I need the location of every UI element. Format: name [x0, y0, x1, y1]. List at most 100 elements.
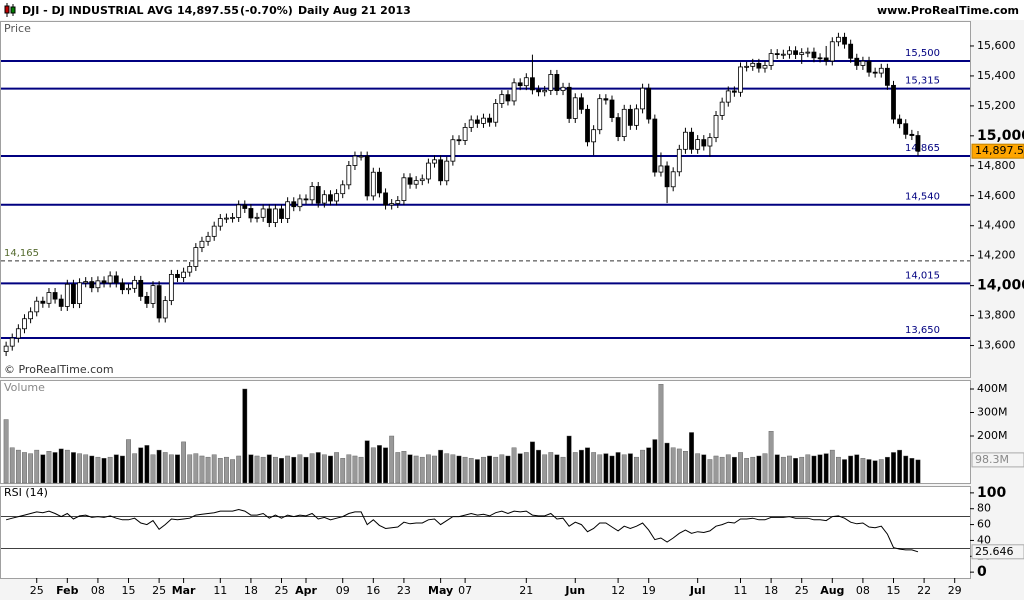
- volume-bar: [364, 440, 370, 484]
- candle-body: [780, 53, 786, 56]
- y-tick-label: 400M: [977, 382, 1008, 395]
- volume-bar: [113, 454, 119, 484]
- volume-bar: [542, 454, 548, 484]
- x-tick-label: 16: [366, 584, 380, 597]
- volume-bar: [481, 456, 486, 484]
- volume-bar: [664, 442, 670, 484]
- candle-body: [89, 281, 95, 289]
- candle-body: [738, 66, 743, 93]
- volume-bar: [425, 454, 431, 484]
- candle-body: [126, 287, 131, 291]
- volume-bar: [22, 452, 27, 484]
- volume-bar: [505, 455, 511, 484]
- volume-bar: [836, 456, 841, 484]
- volume-bar: [811, 455, 817, 484]
- candle-body: [707, 137, 713, 147]
- candle-body: [511, 82, 517, 102]
- candle-body: [432, 159, 437, 164]
- candle-body: [64, 283, 70, 307]
- candle-body: [52, 292, 58, 300]
- volume-bar: [64, 449, 70, 484]
- candle-body: [377, 171, 382, 194]
- candle-body: [199, 240, 205, 248]
- candle-body: [627, 108, 633, 126]
- volume-bar: [560, 456, 566, 484]
- volume-bar: [71, 452, 76, 484]
- x-tick-label: 15: [887, 584, 901, 597]
- volume-bar: [603, 453, 609, 484]
- volume-bar: [138, 447, 144, 484]
- candle-body: [652, 118, 658, 173]
- x-tick-label: 25: [275, 584, 289, 597]
- volume-bar: [615, 452, 621, 484]
- volume-bar: [260, 456, 266, 484]
- volume-bar: [866, 459, 872, 484]
- y-tick-label: 15,000: [977, 128, 1024, 144]
- volume-bar: [848, 455, 854, 484]
- candle-body: [168, 273, 174, 302]
- volume-bar: [854, 454, 860, 484]
- x-tick-label: Feb: [56, 584, 79, 597]
- candle-body: [695, 139, 701, 150]
- volume-bar: [872, 460, 878, 484]
- candle-body: [713, 115, 719, 139]
- candle-body: [481, 117, 486, 124]
- candle-body: [34, 300, 40, 313]
- volume-bar: [597, 454, 603, 484]
- volume-bar: [701, 454, 707, 484]
- candle-body: [774, 53, 780, 56]
- candle-body: [413, 180, 419, 185]
- volume-bar: [462, 456, 468, 484]
- candle-body: [878, 67, 884, 74]
- candle-body: [462, 127, 468, 141]
- volume-bar: [52, 452, 58, 484]
- candle-body: [731, 90, 737, 93]
- volume-bar: [156, 449, 162, 484]
- candle-body: [517, 82, 523, 87]
- volume-bar: [285, 455, 291, 484]
- candle-body: [585, 108, 590, 143]
- candle-body: [401, 177, 407, 201]
- change: (-0.70%): [240, 4, 293, 17]
- candle-body: [71, 283, 76, 305]
- candle-body: [487, 117, 492, 123]
- x-tick-label: 25: [30, 584, 44, 597]
- watermark: © ProRealTime.com: [4, 363, 114, 376]
- candle-body: [676, 148, 682, 173]
- candle-body: [891, 84, 896, 120]
- candle-body: [266, 208, 272, 223]
- volume-bar: [370, 447, 376, 484]
- volume-bar: [107, 456, 113, 484]
- candle-body: [523, 77, 529, 87]
- x-tick-label: 08: [856, 584, 870, 597]
- x-tick-label: 22: [917, 584, 931, 597]
- volume-bar: [272, 456, 278, 484]
- volume-bar: [523, 452, 529, 484]
- candle-body: [597, 98, 603, 131]
- volume-bar: [77, 453, 82, 484]
- volume-bar: [450, 454, 456, 484]
- volume-bar: [340, 458, 346, 484]
- level-label: 15,500: [905, 48, 940, 59]
- volume-bar: [744, 458, 750, 484]
- candle-body: [9, 337, 15, 347]
- candle-body: [187, 266, 193, 273]
- volume-bar: [578, 449, 584, 484]
- candle-body: [499, 94, 505, 104]
- volume-bar: [676, 448, 682, 484]
- candle-body: [419, 178, 425, 182]
- x-tick-label: 18: [244, 584, 258, 597]
- panel-title: Volume: [4, 381, 45, 394]
- volume-bar: [95, 456, 101, 484]
- volume-bar: [395, 452, 401, 484]
- last-value-label: 25.646: [975, 545, 1014, 558]
- x-tick-label: Aug: [820, 584, 844, 597]
- volume-bar: [352, 455, 358, 484]
- candle-body: [744, 65, 750, 68]
- candle-body: [670, 171, 676, 188]
- candle-body: [805, 51, 811, 54]
- candle-body: [224, 217, 229, 220]
- candle-body: [872, 71, 878, 74]
- volume-bar: [377, 445, 382, 484]
- candle-body: [689, 131, 694, 150]
